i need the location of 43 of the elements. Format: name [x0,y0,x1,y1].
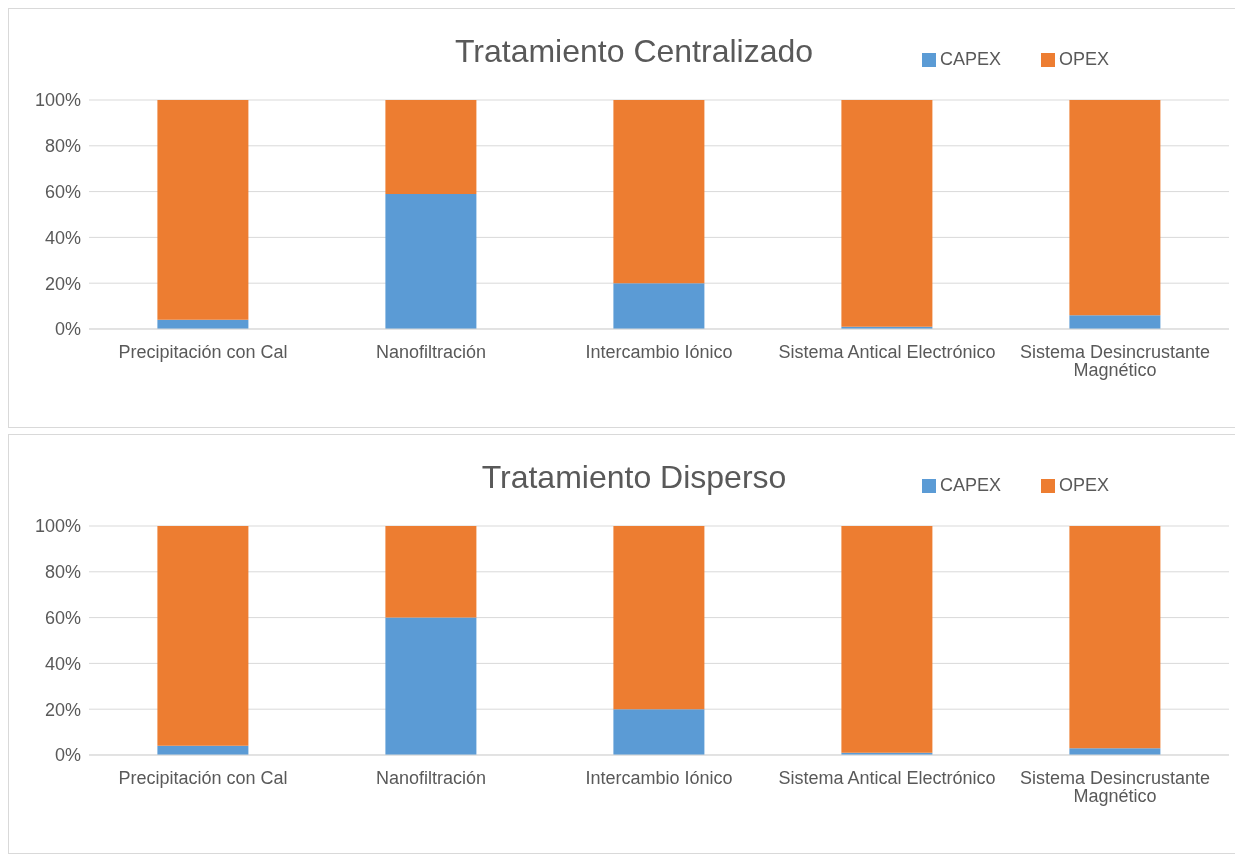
y-tick-label: 40% [44,653,81,674]
x-tick-label: Intercambio Iónico [585,341,733,362]
legend-label: OPEX [1058,475,1109,495]
x-tick-label: Precipitación con Cal [118,341,288,362]
y-tick-label: 0% [54,745,81,766]
y-tick-label: 0% [54,319,81,340]
bar [841,100,933,327]
x-tick-label: Nanofiltración [375,767,487,788]
bar [613,526,705,710]
y-tick-label: 80% [44,136,81,157]
x-tick-label: Sistema Desincrustante Magnético [1019,341,1211,380]
bar [157,526,249,746]
chart-title: Tratamiento Centralizado [454,33,814,69]
bar [385,617,477,755]
legend-label: OPEX [1058,49,1109,69]
bar [613,709,705,755]
bar [1069,315,1161,329]
y-tick-label: 20% [44,699,81,720]
x-tick-label: Nanofiltración [375,341,487,362]
chart-title: Tratamiento Disperso [481,459,787,495]
y-tick-label: 40% [44,227,81,248]
bar [613,100,705,284]
legend-label: CAPEX [939,49,1001,69]
legend-label: CAPEX [939,475,1001,495]
x-tick-label: Precipitación con Cal [118,767,288,788]
bar [1069,526,1161,749]
bar [157,100,249,320]
bar [1069,100,1161,316]
bar [385,100,477,194]
y-tick-label: 60% [44,181,81,202]
bar [613,283,705,329]
x-tick-label: Sistema Antical Electrónico [778,767,996,788]
bar [385,526,477,618]
y-tick-label: 100% [34,90,81,111]
x-tick-label: Sistema Desincrustante Magnético [1019,767,1211,806]
y-tick-label: 60% [44,607,81,628]
bar [385,193,477,329]
y-tick-label: 80% [44,562,81,583]
y-tick-label: 20% [44,273,81,294]
x-tick-label: Sistema Antical Electrónico [778,341,996,362]
y-tick-label: 100% [34,516,81,537]
x-tick-label: Intercambio Iónico [585,767,733,788]
bar [841,526,933,753]
